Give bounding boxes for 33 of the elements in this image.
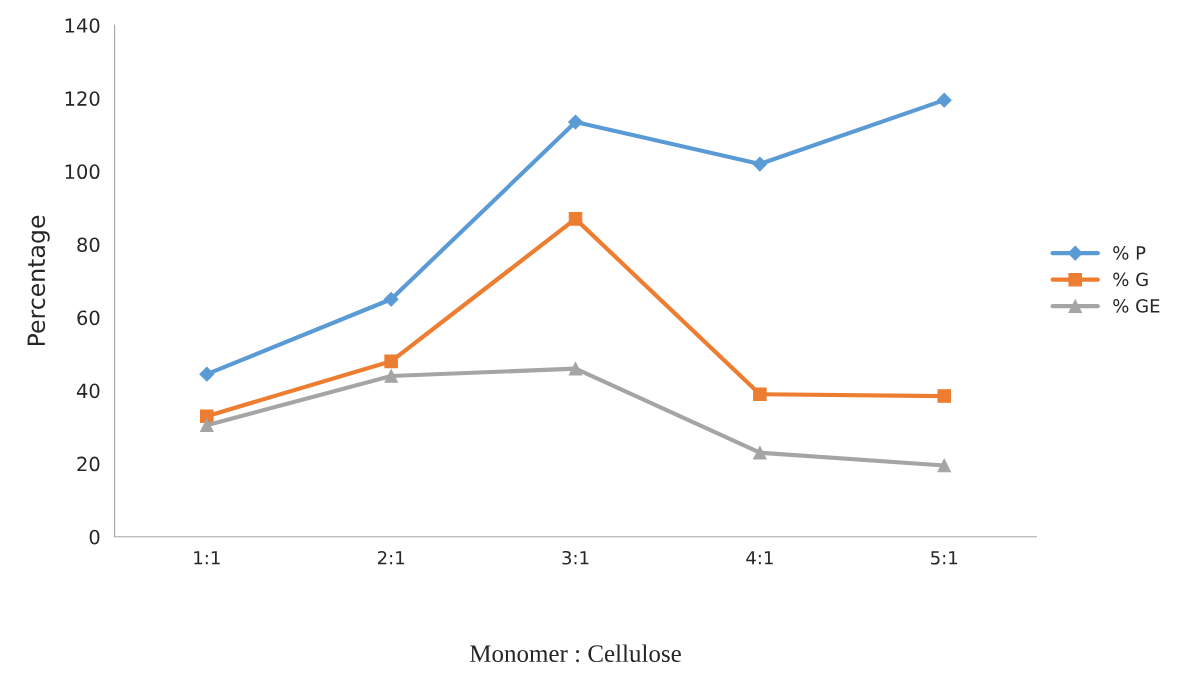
x-tick-label: 3:1 [562,550,589,565]
y-tick-label: 40 [76,383,100,399]
point [200,418,214,433]
y-axis-title: Percentage [27,215,50,346]
point [936,92,952,108]
x-tick-label: 1:1 [194,551,220,565]
x-tick-label: 2:1 [377,550,405,565]
point [383,291,399,307]
point [568,361,583,376]
point [568,212,583,226]
point [753,445,767,460]
point [384,354,398,369]
y-tick-label: 0 [89,529,100,545]
x-tick-label: 4:1 [746,551,773,565]
point [937,389,951,403]
x-axis-title: Monomer : Cellulose [469,644,681,663]
legend-label: % P [1113,246,1146,260]
y-tick-label: 140 [65,18,100,33]
legend-label: % G [1113,272,1148,287]
y-tick-label: 60 [77,310,100,326]
point [753,387,767,402]
point [752,156,768,172]
point [199,366,215,382]
x-tick-label: 5:1 [931,551,958,565]
point [937,458,951,473]
y-tick-label: 80 [77,237,100,253]
y-tick-label: 20 [77,456,100,472]
y-tick-label: 100 [65,164,100,180]
point [568,114,583,130]
point [200,409,214,423]
y-tick-label: 120 [65,91,100,106]
legend-label: % GE [1113,299,1160,313]
point [384,369,398,383]
